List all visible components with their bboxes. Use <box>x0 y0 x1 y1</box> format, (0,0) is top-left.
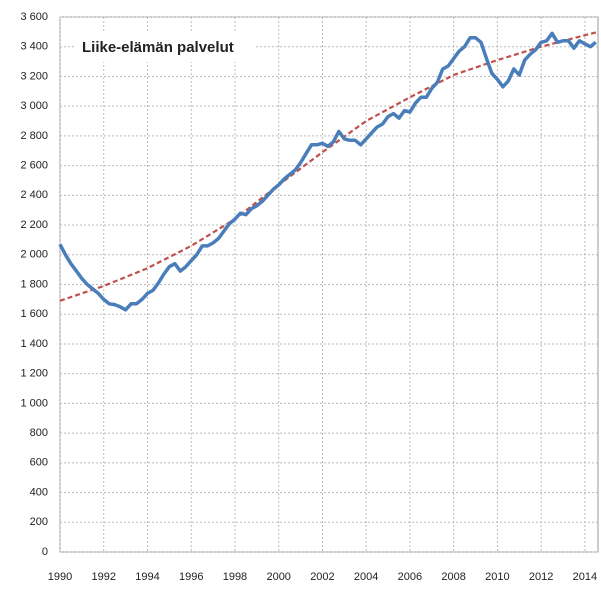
y-tick-label: 600 <box>30 457 48 469</box>
y-tick-label: 1 200 <box>20 368 48 380</box>
y-tick-label: 200 <box>30 516 48 528</box>
y-tick-label: 3 200 <box>20 70 48 82</box>
x-tick-label: 2010 <box>485 571 509 583</box>
x-tick-label: 1994 <box>135 571 159 583</box>
x-tick-label: 1990 <box>48 571 72 583</box>
y-tick-label: 2 800 <box>20 130 48 142</box>
y-tick-label: 2 400 <box>20 189 48 201</box>
y-tick-label: 2 000 <box>20 249 48 261</box>
title-box <box>75 33 255 62</box>
y-tick-label: 800 <box>30 427 48 439</box>
y-tick-label: 1 000 <box>20 397 48 409</box>
y-tick-label: 0 <box>42 546 48 558</box>
y-tick-label: 400 <box>30 486 48 498</box>
y-tick-label: 1 400 <box>20 338 48 350</box>
line-series <box>58 31 597 312</box>
chart-title: Liike-elämän palvelut <box>82 39 234 56</box>
y-tick-label: 3 600 <box>20 11 48 23</box>
x-tick-label: 1996 <box>179 571 203 583</box>
y-tick-label: 2 600 <box>20 160 48 172</box>
y-tick-label: 3 400 <box>20 41 48 53</box>
x-tick-label: 2000 <box>266 571 290 583</box>
x-tick-label: 1992 <box>91 571 115 583</box>
x-tick-label: 2008 <box>441 571 465 583</box>
x-tick-label: 2014 <box>573 571 597 583</box>
y-tick-label: 3 000 <box>20 100 48 112</box>
x-tick-label: 2004 <box>354 571 378 583</box>
y-tick-label: 1 600 <box>20 308 48 320</box>
x-tick-label: 2012 <box>529 571 553 583</box>
x-tick-label: 1998 <box>223 571 247 583</box>
y-tick-label: 2 200 <box>20 219 48 231</box>
x-tick-label: 2002 <box>310 571 334 583</box>
y-tick-label: 1 800 <box>20 278 48 290</box>
x-tick-label: 2006 <box>398 571 422 583</box>
